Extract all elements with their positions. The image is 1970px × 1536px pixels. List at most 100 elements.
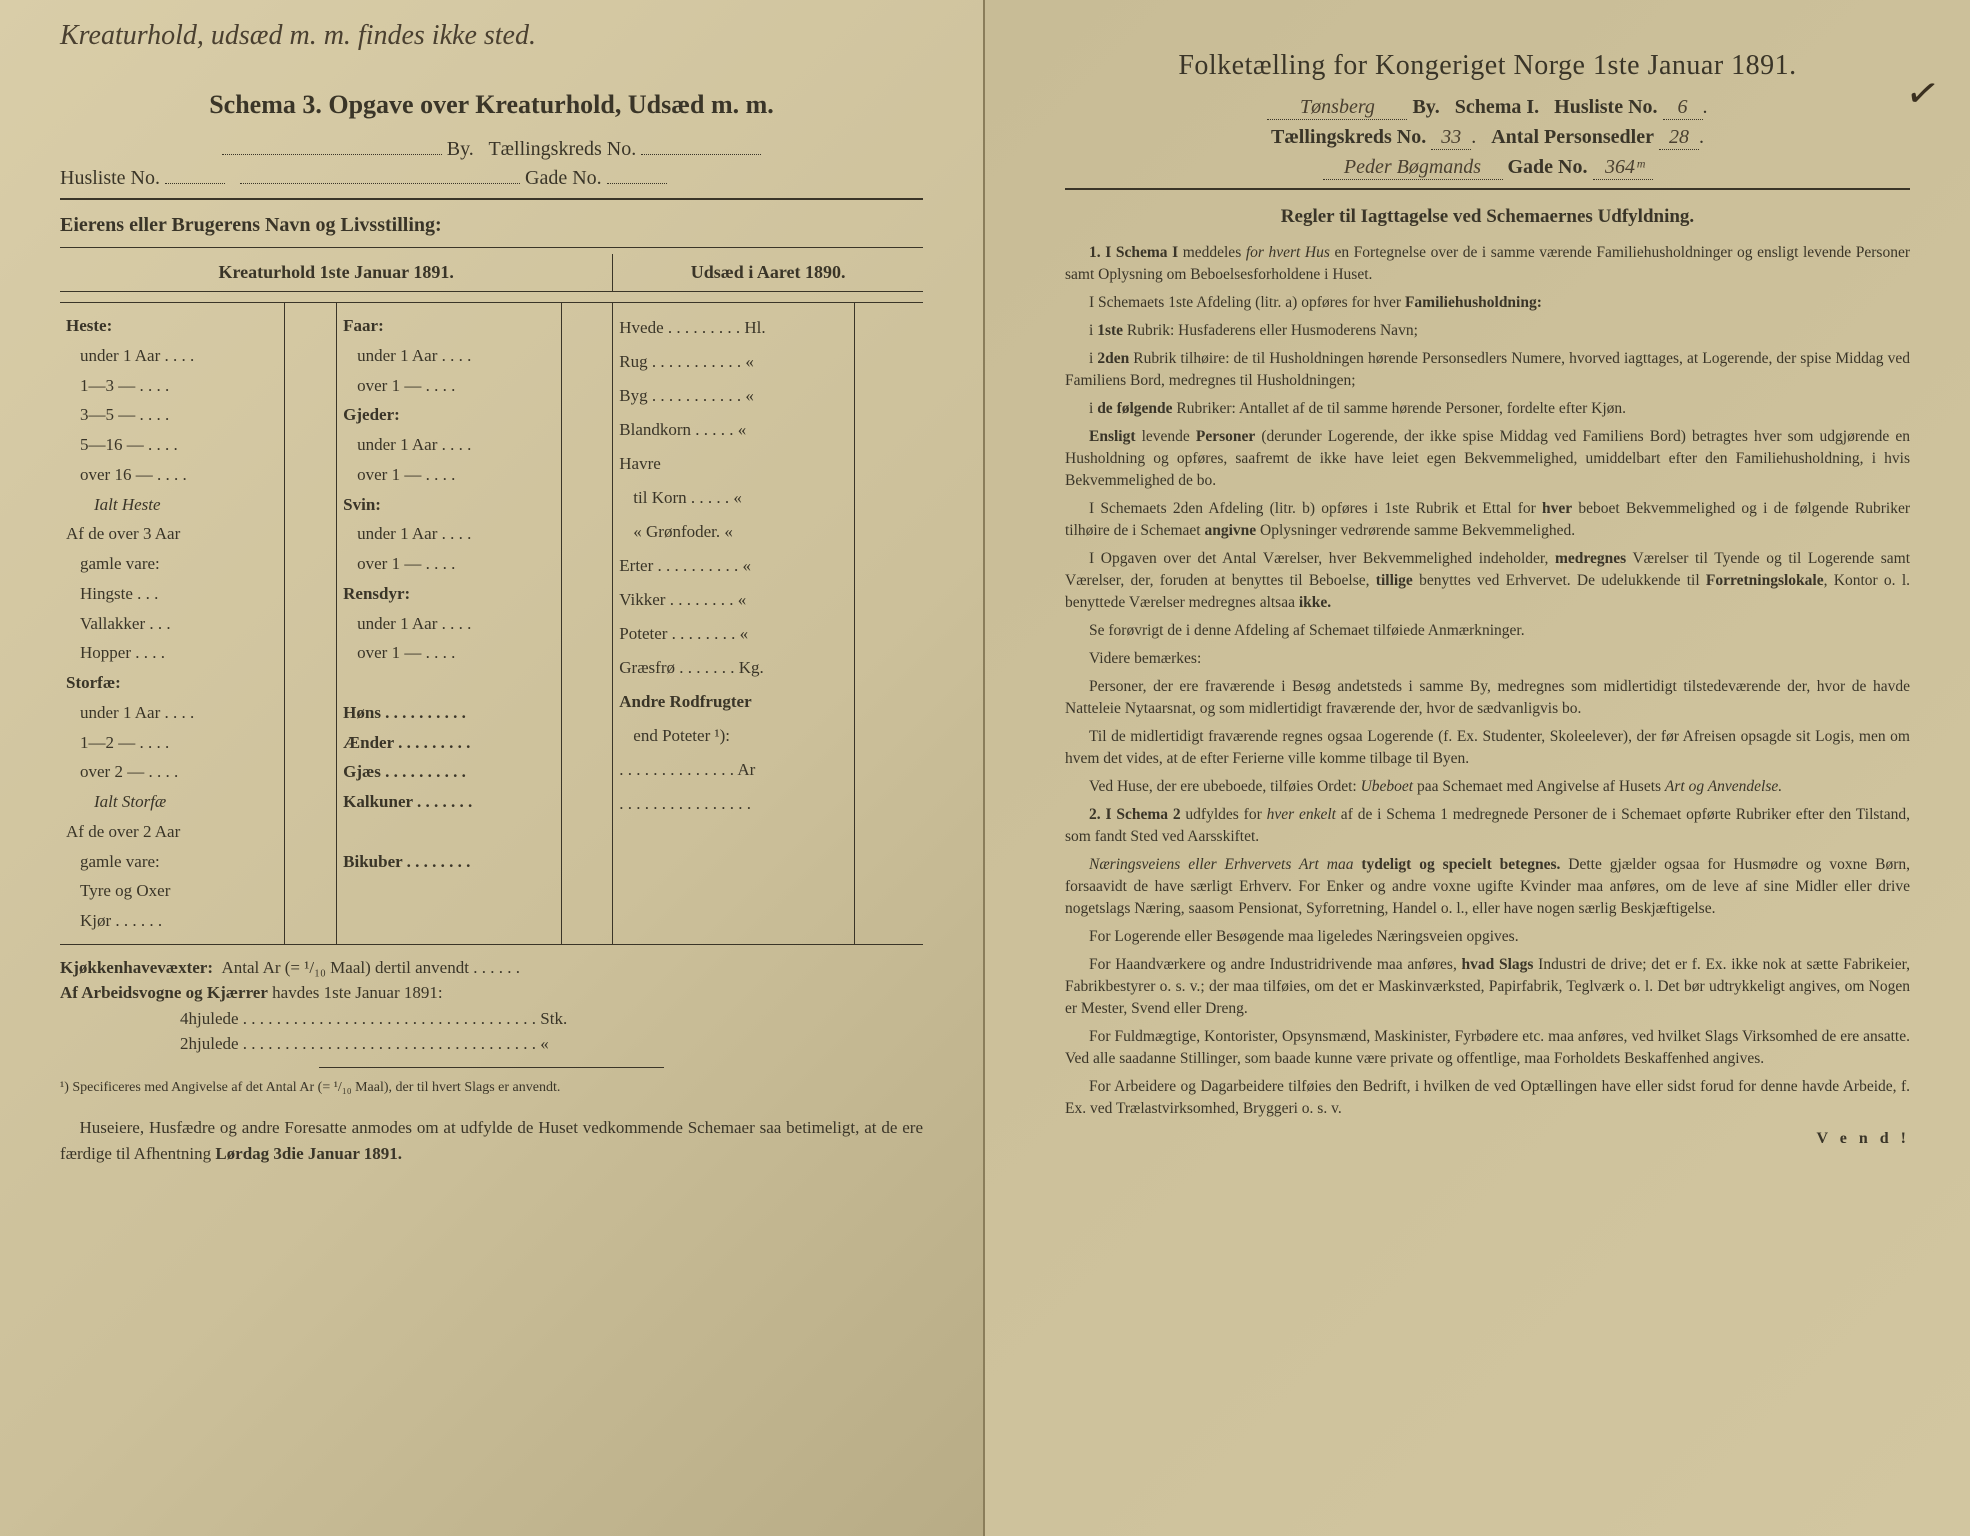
gadeno-handwritten: 364 ͫ [1593,156,1653,180]
rule-paragraph: Se forøvrigt de i denne Afdeling af Sche… [1065,620,1910,642]
table-row: under 1 Aar . . . . [66,341,278,371]
aender-row: Ænder . . . . . . . . . [343,728,554,758]
footer-block: Kjøkkenhavevæxter: Kjøkkenhavevæxter: An… [60,955,923,1057]
header-line-3: Peder Bøgmands Gade No. 364 ͫ [1065,156,1910,180]
kreds-label: Tællingskreds No. [488,138,636,160]
document-spread: Kreaturhold, udsæd m. m. findes ikke ste… [0,0,1970,1536]
table-row: Poteter . . . . . . . . « [619,617,848,651]
table-row: under 1 Aar . . . . [66,698,278,728]
table-headers: Kreaturhold 1ste Januar 1891. Udsæd i Aa… [60,254,923,292]
checkmark-annotation: ✓ [1903,67,1944,119]
gamle2-label: gamle vare: [66,847,278,877]
value-column-b [561,303,613,944]
table-row: Rug . . . . . . . . . . . « [619,345,848,379]
rule-paragraph: Næringsveiens eller Erhvervets Art maa t… [1065,854,1910,920]
rules-body: 1. I Schema I meddeles for hvert Hus en … [1065,242,1910,1120]
husliste-label: Husliste No. [60,167,160,189]
table-row: Blandkorn . . . . . « [619,413,848,447]
table-row: 1—3 — . . . . [66,371,278,401]
storfae-heading: Storfæ: [66,668,278,698]
owner-label: Eierens eller Brugerens Navn og Livsstil… [60,214,923,237]
hjul4-line: 4hjulede . . . . . . . . . . . . . . . .… [60,1006,923,1032]
vend-label: V e n d ! [1065,1130,1910,1148]
header-line-2: Tællingskreds No. 33. Antal Personsedler… [1065,126,1910,150]
ialt-heste: Ialt Heste [66,490,278,520]
hjul2-line: 2hjulede . . . . . . . . . . . . . . . .… [60,1031,923,1057]
rule-paragraph: For Fuldmægtige, Kontorister, Opsynsmænd… [1065,1026,1910,1070]
table-row: Byg . . . . . . . . . . . « [619,379,848,413]
header-kreaturhold: Kreaturhold 1ste Januar 1891. [60,254,612,292]
rule-paragraph: For Haandværkere og andre Industridriven… [1065,954,1910,1020]
table-row: Erter . . . . . . . . . . « [619,549,848,583]
value-column-a [284,303,336,944]
bikuber-row: Bikuber . . . . . . . . [343,847,554,877]
table-row: over 1 — . . . . [343,638,554,668]
by-label: By. [1412,96,1439,118]
kjokken-line: Kjøkkenhavevæxter: Kjøkkenhavevæxter: An… [60,955,923,981]
husliste-label: Husliste No. [1554,96,1657,118]
gamle-label: gamle vare: [66,549,278,579]
gjaes-row: Gjæs . . . . . . . . . . [343,757,554,787]
rule-paragraph: I Schemaets 1ste Afdeling (litr. a) opfø… [1065,292,1910,314]
rule-paragraph: i de følgende Rubriker: Antallet af de t… [1065,398,1910,420]
table-row: « Grønfoder. « [619,515,848,549]
table-row: . . . . . . . . . . . . . . Ar [619,753,848,787]
table-row: over 2 — . . . . [66,757,278,787]
rule-paragraph: I Opgaven over det Antal Værelser, hver … [1065,548,1910,614]
table-row: Hopper . . . . [66,638,278,668]
column-udsaed: Hvede . . . . . . . . . Hl. Rug . . . . … [612,303,854,944]
rule-paragraph: 2. I Schema 2 udfyldes for hver enkelt a… [1065,804,1910,848]
hons-row: Høns . . . . . . . . . . [343,698,554,728]
rule-paragraph: Personer, der ere fraværende i Besøg and… [1065,676,1910,720]
table-row: over 1 — . . . . [343,371,554,401]
table-row: Tyre og Oxer [66,876,278,906]
table-row: over 1 — . . . . [343,460,554,490]
table-row: Kjør . . . . . . [66,906,278,936]
rule-paragraph: i 2den Rubrik tilhøire: de til Husholdni… [1065,348,1910,392]
table-row: Græsfrø . . . . . . . Kg. [619,651,848,685]
by-label: By. [447,138,474,160]
footnote: ¹) Specificeres med Angivelse af det Ant… [60,1078,923,1098]
table-row: under 1 Aar . . . . [343,430,554,460]
closing-text: Huseiere, Husfædre og andre Foresatte an… [60,1115,923,1166]
table-row: end Poteter ¹): [619,719,848,753]
antal-handwritten: 28 [1659,126,1699,150]
gade-label: Gade No. [1508,156,1588,178]
kreds-label: Tællingskreds No. [1271,126,1426,148]
ialt-storfae: Ialt Storfæ [66,787,278,817]
table-row: under 1 Aar . . . . [343,341,554,371]
havre-heading: Havre [619,447,848,481]
table-row: Vikker . . . . . . . . « [619,583,848,617]
column-heste-storfae: Heste: under 1 Aar . . . . 1—3 — . . . .… [60,303,284,944]
heste-heading: Heste: [66,311,278,341]
schema3-title: Schema 3. Opgave over Kreaturhold, Udsæd… [60,90,923,120]
column-faar-etc: Faar: under 1 Aar . . . . over 1 — . . .… [336,303,560,944]
left-page: Kreaturhold, udsæd m. m. findes ikke ste… [0,0,985,1536]
rule-paragraph: I Schemaets 2den Afdeling (litr. b) opfø… [1065,498,1910,542]
handwritten-annotation: Kreaturhold, udsæd m. m. findes ikke ste… [60,20,536,52]
table-row: 3—5 — . . . . [66,400,278,430]
rule-paragraph: For Logerende eller Besøgende maa ligele… [1065,926,1910,948]
rule-paragraph: For Arbeidere og Dagarbeidere tilføies d… [1065,1076,1910,1120]
divider [60,198,923,200]
rule-paragraph: Til de midlertidigt fraværende regnes og… [1065,726,1910,770]
kalkuner-row: Kalkuner . . . . . . . [343,787,554,817]
value-column-c [854,303,923,944]
table-row: til Korn . . . . . « [619,481,848,515]
gade-label: Gade No. [525,167,602,189]
andre-heading: Andre Rodfrugter [619,685,848,719]
rules-title: Regler til Iagttagelse ved Schemaernes U… [1065,206,1910,228]
rule-paragraph: Ved Huse, der ere ubeboede, tilføies Ord… [1065,776,1910,798]
line-by-kreds: By. Tællingskreds No. [60,138,923,161]
main-table: Heste: under 1 Aar . . . . 1—3 — . . . .… [60,302,923,945]
rule-paragraph: i 1ste Rubrik: Husfaderens eller Husmode… [1065,320,1910,342]
table-row: under 1 Aar . . . . [343,609,554,639]
line-husliste-gade: Husliste No. Gade No. [60,167,923,190]
table-row: 1—2 — . . . . [66,728,278,758]
arbeidsvogne-line: Af Arbeidsvogne og Kjærrer havdes 1ste J… [60,980,923,1006]
table-row: . . . . . . . . . . . . . . . . [619,787,848,821]
af3-label: Af de over 3 Aar [66,519,278,549]
gjeder-heading: Gjeder: [343,400,554,430]
divider [60,247,923,248]
table-row: over 1 — . . . . [343,549,554,579]
